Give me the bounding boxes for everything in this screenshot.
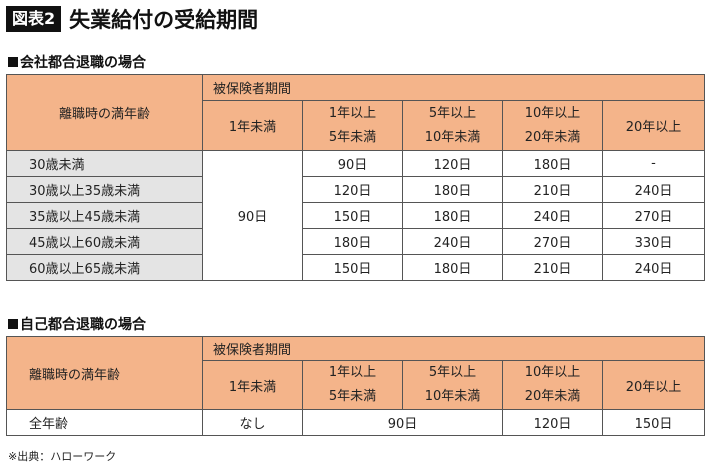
- table-row: 30歳未満 90日 90日 120日 180日 -: [6, 150, 706, 281]
- value-cell: 90日: [302, 150, 403, 177]
- value-cell: 240日: [601, 254, 706, 281]
- figure-title: 失業給付の受給期間: [69, 8, 259, 32]
- value-cell: 150日: [601, 409, 706, 436]
- value-cell: 240日: [601, 176, 706, 203]
- section2-heading-text: 自己都合退職の場合: [20, 317, 146, 333]
- value-cell: 120日: [402, 150, 503, 177]
- age-cell: 45歳以上60歳未満: [6, 228, 203, 255]
- value-cell: 150日: [302, 254, 403, 281]
- value-cell: 180日: [502, 150, 603, 177]
- merged-under-1year-cell: 90日: [202, 150, 303, 281]
- company-reason-table: 離職時の満年齢 被保険者期間 1年未満 1年以上 5年未満 5年以上 10年未満 1…: [6, 74, 706, 281]
- value-cell: 270日: [502, 228, 603, 255]
- col-header: 5年以上 10年未満: [402, 100, 503, 151]
- age-header: 離職時の満年齢: [6, 336, 203, 410]
- age-cell: 60歳以上65歳未満: [6, 254, 203, 281]
- value-cell: 240日: [502, 202, 603, 229]
- value-cell: 210日: [502, 254, 603, 281]
- section1-heading: 会社都合退職の場合: [8, 52, 146, 72]
- value-cell: 90日: [302, 409, 503, 436]
- table-row: 全年齢 なし 90日 120日 150日: [6, 409, 706, 436]
- value-cell: 120日: [302, 176, 403, 203]
- value-cell: 180日: [302, 228, 403, 255]
- value-cell: 180日: [402, 176, 503, 203]
- col-header: 1年未満: [202, 360, 303, 410]
- col-header: 1年未満: [202, 100, 303, 151]
- value-cell: -: [601, 150, 706, 177]
- figure-header: 図表2 失業給付の受給期間: [6, 6, 258, 32]
- col-header: 1年以上 5年未満: [302, 100, 403, 151]
- value-cell: 210日: [502, 176, 603, 203]
- square-bullet-icon: [8, 319, 18, 329]
- age-cell: 35歳以上45歳未満: [6, 202, 203, 229]
- age-cell: 30歳未満: [6, 150, 203, 177]
- col-header: 20年以上: [601, 100, 706, 151]
- col-header: 10年以上 20年未満: [502, 360, 603, 410]
- insured-period-header: 被保険者期間: [201, 336, 706, 361]
- square-bullet-icon: [8, 57, 18, 67]
- value-cell: 240日: [402, 228, 503, 255]
- source-note: ※出典：ハローワーク: [8, 450, 117, 463]
- self-reason-table: 離職時の満年齢 被保険者期間 1年未満 1年以上 5年未満 5年以上 10年未満 1…: [6, 336, 706, 436]
- col-header: 1年以上 5年未満: [302, 360, 403, 410]
- insured-period-header: 被保険者期間: [201, 74, 706, 101]
- table-row: 45歳以上60歳未満 180日 240日 270日 330日: [6, 228, 706, 255]
- value-cell: 270日: [601, 202, 706, 229]
- figure-badge: 図表2: [6, 6, 62, 32]
- col-header: 10年以上 20年未満: [502, 100, 603, 151]
- value-cell: 330日: [601, 228, 706, 255]
- value-cell: 150日: [302, 202, 403, 229]
- age-header: 離職時の満年齢: [6, 74, 203, 151]
- section2-heading: 自己都合退職の場合: [8, 314, 146, 334]
- col-header: 20年以上: [601, 360, 706, 410]
- value-cell: 180日: [402, 202, 503, 229]
- age-cell: 全年齢: [6, 409, 203, 436]
- table-row: 35歳以上45歳未満 150日 180日 240日 270日: [6, 202, 706, 229]
- table-row: 60歳以上65歳未満 150日 180日 210日 240日: [6, 254, 706, 281]
- age-cell: 30歳以上35歳未満: [6, 176, 203, 203]
- col-header: 5年以上 10年未満: [402, 360, 503, 410]
- value-cell: 180日: [402, 254, 503, 281]
- table-row: 30歳以上35歳未満 120日 180日 210日 240日: [6, 176, 706, 203]
- section1-heading-text: 会社都合退職の場合: [20, 55, 146, 71]
- value-cell: 120日: [502, 409, 603, 436]
- value-cell: なし: [202, 409, 303, 436]
